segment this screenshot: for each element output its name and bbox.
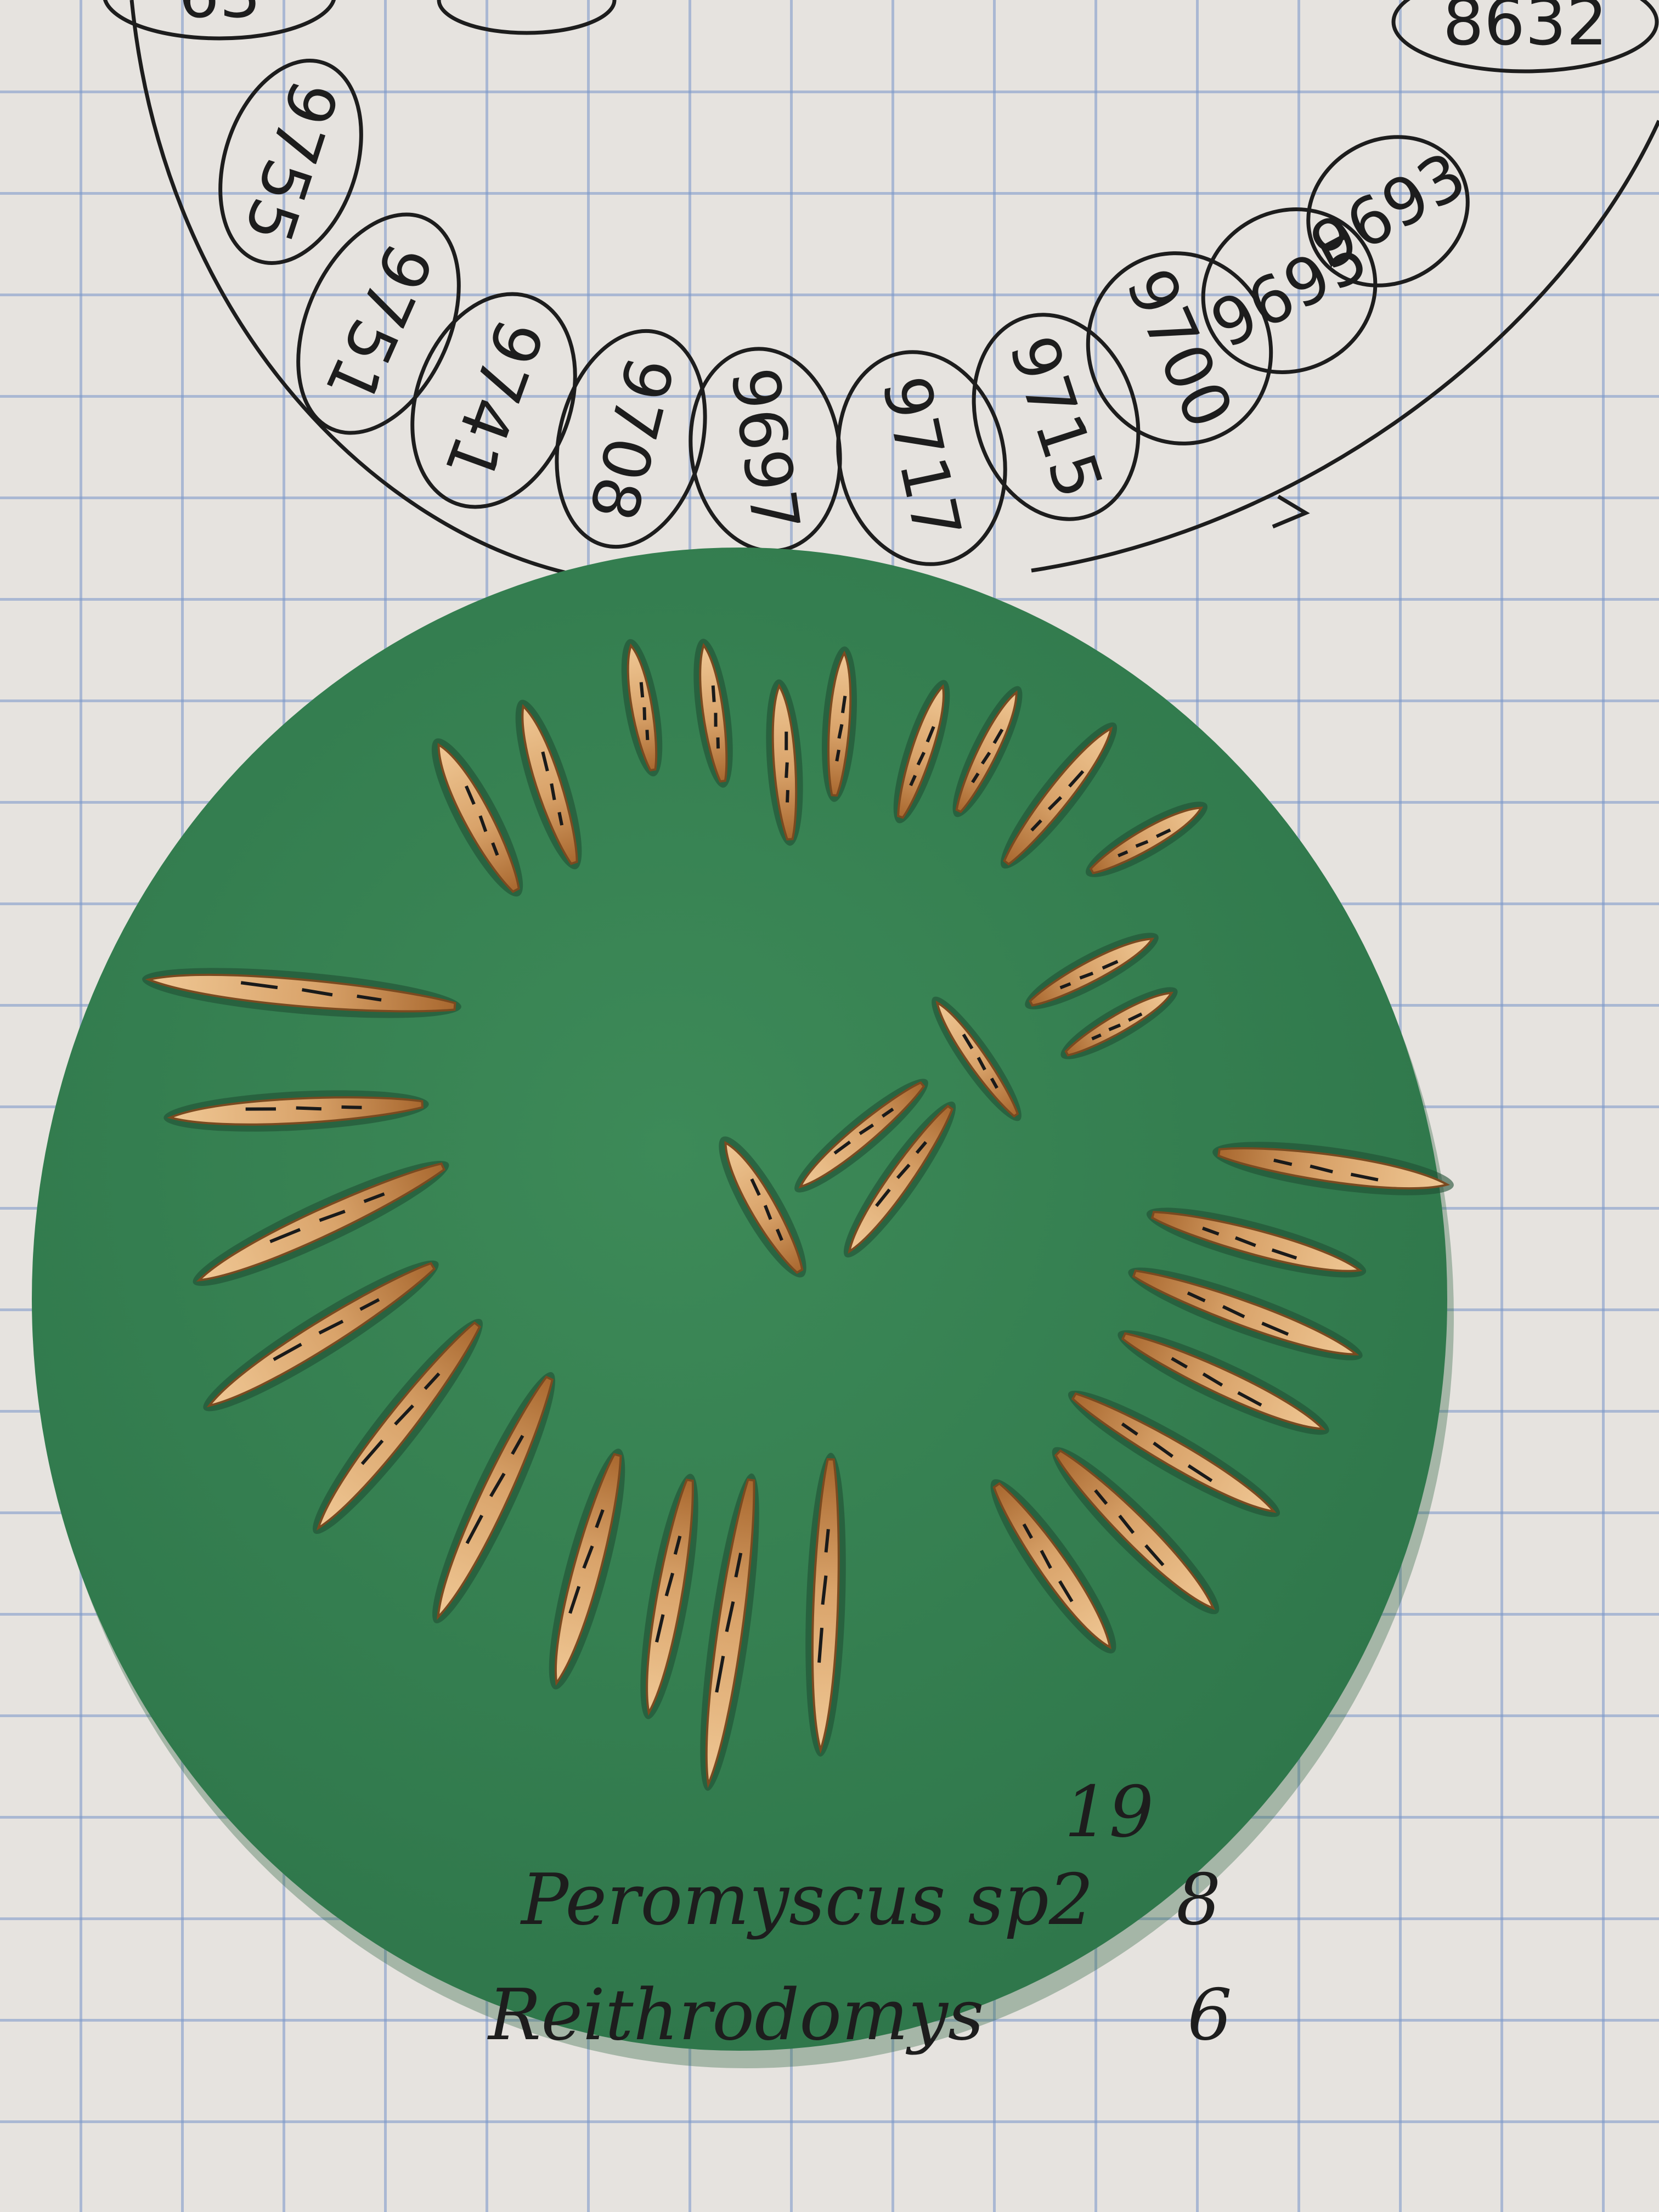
- note-reithrodontomys-name: Reithrodomys: [488, 1974, 984, 2056]
- note-partial: 19: [1064, 1778, 1154, 1848]
- specimen-label-tr: 8632: [1393, 0, 1657, 71]
- note-partial-count: 19: [1064, 1771, 1154, 1853]
- label-number: 9717: [867, 370, 975, 546]
- specimen-label-tl2: [439, 0, 614, 33]
- drawn-arrow-head: [1273, 496, 1306, 527]
- note-peromyscus: Peromyscus sp2 8: [521, 1865, 1221, 1936]
- label-ellipse: [439, 0, 614, 33]
- specimen-label-e: 9697: [678, 339, 853, 561]
- specimen-label-a: 9755: [196, 42, 386, 281]
- label-number: 9751: [311, 233, 447, 414]
- specimen-label-group: 6386329755975197419708969797179715970096…: [104, 0, 1657, 580]
- note-reithrodontomys-count: 6: [1187, 1974, 1232, 2056]
- label-number: 63: [178, 0, 261, 32]
- specimen-label-f: 9717: [819, 336, 1025, 580]
- label-number: 9693: [1297, 137, 1478, 285]
- label-number: 9697: [716, 363, 814, 537]
- specimen-label-tl1: 63: [104, 0, 335, 38]
- note-peromyscus-count: 8: [1176, 1859, 1221, 1941]
- label-number: 9715: [995, 327, 1118, 507]
- note-reithrodontomys: Reithrodomys 6: [488, 1980, 1232, 2051]
- label-number: 8632: [1443, 0, 1607, 60]
- note-peromyscus-name: Peromyscus sp2: [521, 1859, 1093, 1941]
- specimen-label-d: 9708: [535, 315, 726, 562]
- label-number: 9708: [574, 350, 688, 528]
